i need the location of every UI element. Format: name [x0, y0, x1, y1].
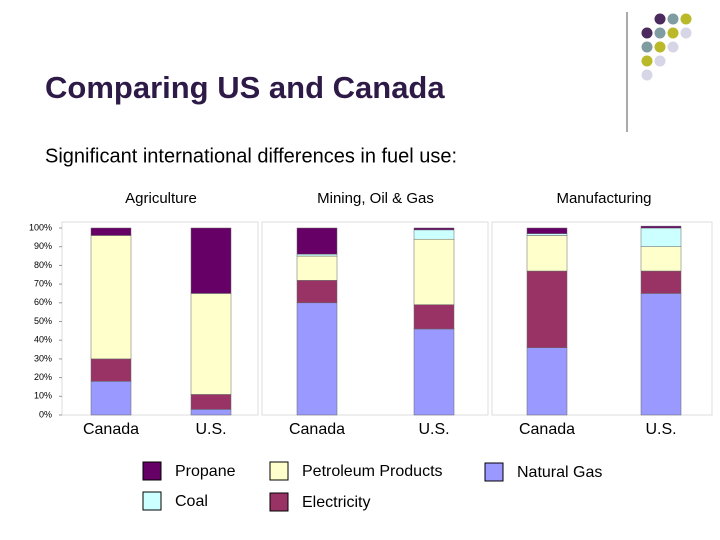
- slide-title: Comparing US and Canada: [45, 70, 445, 105]
- y-tick-label: 20%: [34, 372, 52, 382]
- chart-title: Manufacturing: [556, 190, 651, 207]
- x-tick-label: Canada: [83, 421, 139, 438]
- y-tick-label: 80%: [34, 260, 52, 270]
- bar-segment: [90, 227, 132, 236]
- bar-segment: [640, 227, 682, 247]
- bar-segment: [640, 293, 682, 416]
- x-tick-label: Canada: [289, 421, 345, 438]
- bar-segment: [296, 227, 338, 255]
- legend-label: Petroleum Products: [302, 463, 443, 480]
- legend-label: Coal: [175, 493, 208, 510]
- bar-segment: [413, 238, 455, 305]
- dot: [680, 27, 692, 39]
- dot: [641, 55, 653, 67]
- bar-segment: [296, 255, 338, 281]
- y-tick-label: 50%: [34, 316, 52, 326]
- legend-swatch: [142, 461, 162, 481]
- dot: [667, 27, 679, 39]
- chart-title: Mining, Oil & Gas: [317, 190, 434, 207]
- bar-segment: [526, 270, 568, 348]
- x-tick-label: Canada: [519, 421, 575, 438]
- bar-segment: [526, 235, 568, 272]
- subtitle: Significant international differences in…: [45, 145, 457, 167]
- dot: [641, 69, 653, 81]
- legend-label: Natural Gas: [517, 464, 602, 481]
- decoration: [641, 13, 692, 81]
- dot: [641, 41, 653, 53]
- y-tick-label: 40%: [34, 335, 52, 345]
- y-tick-label: 70%: [34, 278, 52, 288]
- legend-swatch: [269, 461, 289, 481]
- bar-segment: [190, 394, 232, 410]
- x-tick-label: U.S.: [418, 421, 449, 438]
- y-tick-label: 60%: [34, 297, 52, 307]
- legend-label: Electricity: [302, 494, 370, 511]
- bar-segment: [190, 293, 232, 395]
- bar-segment: [526, 233, 568, 236]
- legend-swatch: [484, 462, 504, 482]
- bar-segment: [90, 381, 132, 416]
- y-tick-label: 90%: [34, 241, 52, 251]
- dot: [654, 55, 666, 67]
- bar-segment: [413, 328, 455, 416]
- dot: [654, 27, 666, 39]
- bar-segment: [413, 227, 455, 231]
- bar-segment: [296, 280, 338, 304]
- y-tick-label: 0%: [39, 409, 52, 419]
- bar-segment: [526, 227, 568, 234]
- legend-swatch: [142, 491, 162, 511]
- legend-label: Propane: [175, 463, 236, 480]
- x-tick-label: U.S.: [645, 421, 676, 438]
- bar-segment: [190, 227, 232, 294]
- bar-segment: [90, 358, 132, 382]
- legend-swatch: [269, 492, 289, 512]
- x-tick-label: U.S.: [195, 421, 226, 438]
- dot: [680, 13, 692, 25]
- dot: [641, 27, 653, 39]
- bar-segment: [413, 304, 455, 330]
- dot: [654, 41, 666, 53]
- dot: [654, 13, 666, 25]
- bar-segment: [640, 246, 682, 272]
- bar-segment: [90, 235, 132, 360]
- bar-segment: [640, 270, 682, 294]
- chart-title: Agriculture: [125, 190, 197, 207]
- y-tick-label: 30%: [34, 353, 52, 363]
- y-tick-label: 10%: [34, 391, 52, 401]
- bar-segment: [190, 409, 232, 416]
- dot: [667, 13, 679, 25]
- bar-segment: [296, 302, 338, 416]
- bar-segment: [413, 229, 455, 240]
- dot: [667, 41, 679, 53]
- bar-segment: [526, 347, 568, 416]
- bar-segment: [640, 225, 682, 229]
- y-tick-label: 100%: [29, 222, 52, 232]
- bar-segment: [296, 253, 338, 257]
